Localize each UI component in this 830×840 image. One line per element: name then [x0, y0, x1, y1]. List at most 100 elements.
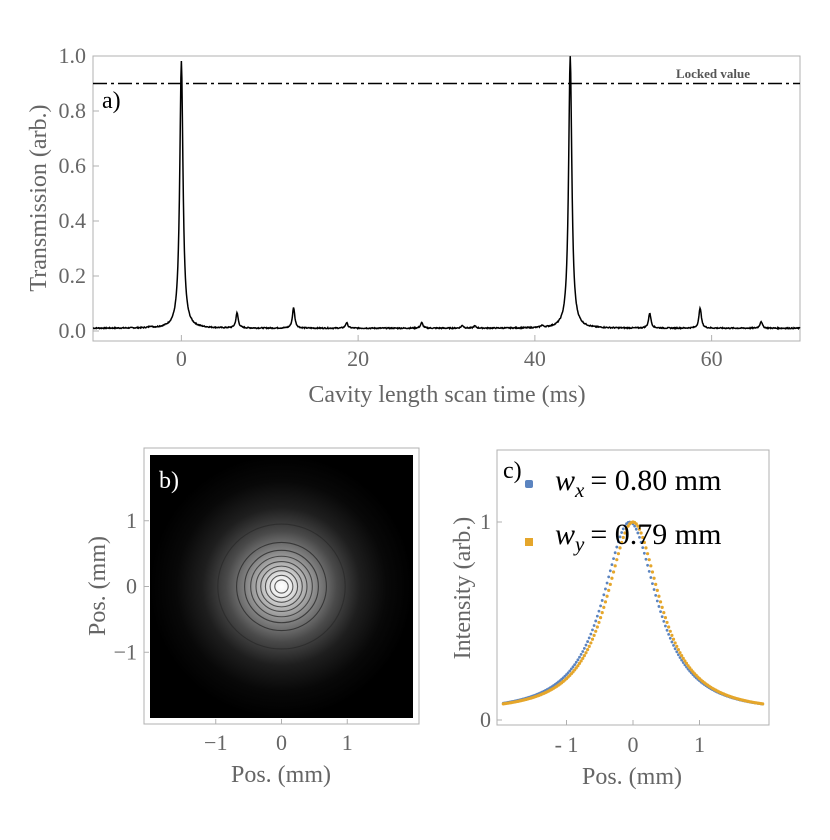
data-point: [618, 535, 622, 539]
data-point: [639, 531, 643, 535]
data-point: [581, 656, 585, 660]
data-point: [652, 576, 656, 580]
data-point: [644, 557, 648, 561]
data-point: [681, 656, 685, 660]
data-point: [594, 629, 598, 633]
data-point: [612, 557, 615, 561]
data-point: [684, 661, 689, 666]
beam-contour: [274, 579, 289, 594]
data-point: [655, 588, 659, 592]
plot-frame-a: [92, 55, 801, 342]
data-point: [646, 563, 649, 567]
data-point: [610, 576, 614, 580]
data-point: [594, 619, 598, 623]
data-point: [658, 600, 663, 604]
data-point: [599, 604, 602, 608]
data-point: [637, 527, 642, 531]
beam-contour: [244, 549, 319, 624]
data-point: [586, 648, 590, 652]
beam-intensity-image: [150, 455, 413, 718]
data-point: [600, 599, 604, 602]
panel-label-c: c): [503, 458, 522, 484]
data-point: [589, 632, 593, 636]
data-point: [623, 531, 627, 535]
data-point: [620, 540, 624, 545]
x-tick-label-c: - 1: [555, 732, 579, 757]
data-point: [605, 581, 609, 585]
y-tick-label-a: 0.2: [59, 263, 87, 288]
y-axis-ticks-b: 1 0 −1: [114, 508, 149, 664]
data-point: [663, 616, 668, 620]
data-point: [621, 535, 625, 540]
data-point: [615, 545, 619, 549]
legend-entry-wx: wx = 0.80 mm: [555, 464, 721, 502]
data-point: [662, 611, 666, 615]
data-point: [641, 546, 645, 550]
y-tick-label-b: 1: [126, 508, 137, 533]
data-point: [581, 650, 585, 653]
panel-label-b: b): [159, 468, 179, 494]
y-tick-label-a: 0.6: [59, 153, 87, 178]
data-point: [590, 637, 595, 641]
data-point: [584, 651, 588, 655]
data-point: [591, 628, 594, 632]
data-point: [582, 646, 586, 650]
x-axis-ticks-c: - 1 0 1: [555, 720, 705, 757]
x-tick-label-b: 1: [342, 730, 353, 755]
legend-value-wx: = 0.80 mm: [590, 464, 721, 497]
series-wy-points: [501, 520, 765, 706]
data-point: [608, 582, 612, 586]
data-point: [626, 524, 630, 528]
data-point: [618, 546, 622, 550]
data-point: [602, 605, 606, 609]
data-point: [654, 593, 658, 597]
data-point: [657, 605, 661, 608]
beam-contour: [260, 565, 303, 608]
data-point: [667, 625, 671, 629]
data-point: [587, 636, 591, 640]
data-point: [586, 640, 590, 643]
data-point: [680, 654, 684, 658]
data-point: [605, 594, 609, 598]
data-point: [650, 570, 655, 574]
data-point: [660, 605, 664, 609]
x-tick-label-a: 40: [524, 346, 546, 371]
x-axis-ticks-b: −1 0 1: [204, 719, 353, 755]
data-point: [651, 582, 654, 586]
data-point: [668, 629, 672, 633]
data-point: [579, 659, 583, 663]
data-point: [595, 625, 599, 629]
legend-subscript-wx: x: [574, 478, 585, 502]
data-point: [620, 531, 624, 534]
data-point: [587, 644, 591, 648]
data-point: [598, 616, 603, 620]
y-tick-label-a: 0.8: [59, 98, 87, 123]
locked-value-label: Locked value: [676, 66, 750, 81]
data-point: [664, 624, 667, 628]
legend-marker-wy: [525, 538, 533, 546]
y-tick-label-b: 0: [126, 574, 137, 599]
x-axis-label-b: Pos. (mm): [231, 762, 331, 788]
data-point: [672, 644, 675, 647]
data-point: [649, 564, 653, 568]
data-point: [573, 663, 577, 667]
data-point: [613, 564, 617, 568]
data-point: [636, 524, 640, 528]
y-axis-ticks-a: 0.0 0.2 0.4 0.6 0.8 1.0: [59, 43, 99, 343]
x-tick-label-a: 20: [347, 346, 369, 371]
beam-contour: [269, 574, 294, 599]
beam-contour: [255, 560, 308, 613]
y-tick-label-a: 1.0: [59, 43, 87, 68]
data-point: [617, 540, 620, 544]
data-point: [665, 628, 669, 632]
x-tick-label-a: 60: [701, 346, 723, 371]
y-axis-label-c: Intensity (arb.): [450, 517, 476, 660]
panel-b: b) −1 0 1 1 0 −1 Pos. (mm) Pos. (mm): [85, 447, 420, 788]
data-point: [597, 620, 601, 625]
data-point: [610, 563, 614, 567]
data-point: [613, 551, 617, 555]
y-tick-label-c: 0: [480, 707, 491, 732]
y-axis-ticks-c: 01: [480, 509, 502, 732]
transmission-trace: [92, 56, 801, 331]
